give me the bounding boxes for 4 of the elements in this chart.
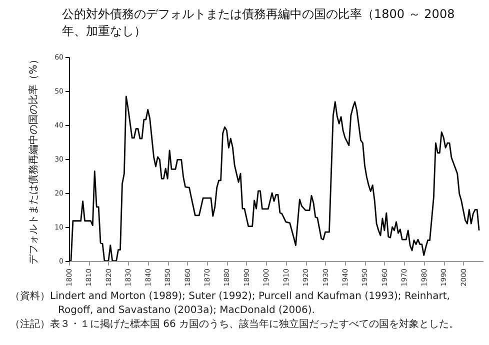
- text: （資料）Lindert and Morton (1989); Suter (1992); Purcell and Kaufman (1993); Reinhart, Rogoff, and Savastano (2003a); MacDonald (2006).: [10, 290, 451, 318]
- y-axis-title: デフォルトまたは債務再編中の国の比率（%）: [28, 54, 40, 264]
- text: （注記）表３・１に掲げた標本国 66 カ国のうち、該当年に独立国だったすべての国を対象とした。: [10, 318, 460, 332]
- chart-title: 公的対外債務のデフォルトまたは債務再編中の国の比率（1800 ～ 2008 年、加重なし）: [62, 6, 456, 40]
